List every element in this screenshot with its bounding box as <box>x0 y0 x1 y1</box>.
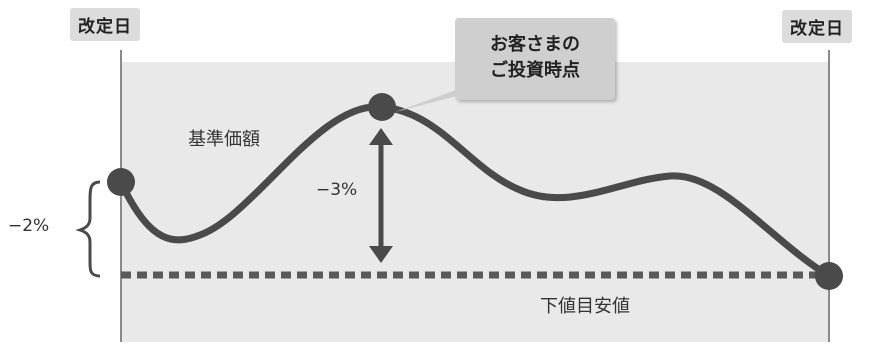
drop-3-arrow <box>369 128 393 263</box>
investment-point-dot <box>368 93 396 121</box>
callout-line-1: お客さまの <box>490 34 580 55</box>
drop-2-brace <box>75 180 101 278</box>
drop-3-label: −3% <box>316 180 358 200</box>
callout-line-2: ご投資時点 <box>490 60 580 81</box>
base-price-label: 基準価額 <box>188 129 260 150</box>
investment-point-callout: お客さまの ご投資時点 <box>455 18 615 100</box>
end-point-dot <box>815 262 843 290</box>
drop-2-label: −2% <box>8 216 50 236</box>
period-area <box>121 62 829 342</box>
revision-date-tag-right: 改定日 <box>782 10 852 43</box>
start-point-dot <box>107 168 135 196</box>
base-price-curve <box>117 103 833 280</box>
revision-date-tag-left: 改定日 <box>70 8 140 41</box>
lower-target-label: 下値目安値 <box>540 296 630 317</box>
